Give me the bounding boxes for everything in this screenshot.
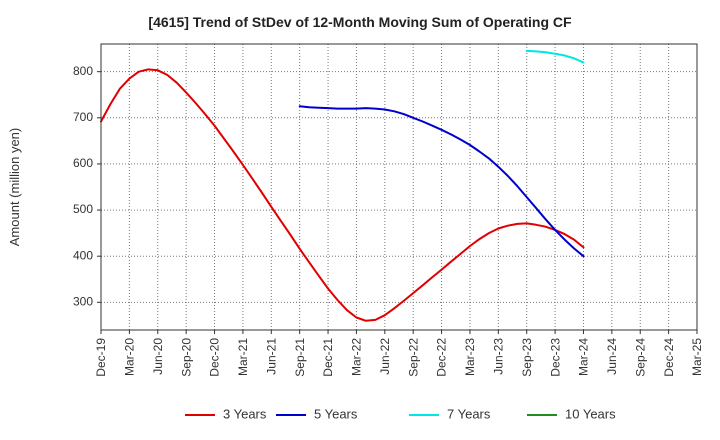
- y-tick-label: 500: [73, 202, 93, 216]
- x-tick-label: Dec-19: [94, 338, 108, 377]
- x-tick-label: Sep-23: [520, 338, 534, 377]
- y-tick-label: 600: [73, 156, 93, 170]
- x-tick-label: Sep-21: [293, 338, 307, 377]
- x-tick-label: Jun-22: [378, 338, 392, 375]
- x-tick-label: Mar-22: [350, 338, 364, 376]
- x-tick-label: Mar-23: [463, 338, 477, 376]
- x-tick-label: Dec-21: [321, 338, 335, 377]
- y-tick-label: 700: [73, 110, 93, 124]
- y-tick-label: 400: [73, 248, 93, 262]
- x-tick-label: Dec-24: [662, 338, 676, 377]
- x-tick-label: Sep-24: [633, 338, 647, 377]
- x-tick-label: Jun-20: [151, 338, 165, 375]
- legend-label: 7 Years: [447, 406, 491, 421]
- series-line-5-years: [298, 105, 585, 258]
- x-tick-label: Mar-20: [123, 338, 137, 376]
- x-tick-label: Dec-23: [548, 338, 562, 377]
- series-layer: [100, 49, 585, 322]
- legend: 3 Years 5 Years 7 Years 10 Years: [185, 406, 616, 421]
- x-tick-label: Mar-21: [236, 338, 250, 376]
- x-tick-label: Jun-21: [264, 338, 278, 375]
- legend-label: 10 Years: [565, 406, 616, 421]
- legend-label: 5 Years: [314, 406, 358, 421]
- series-line-3-years: [100, 68, 585, 322]
- x-tick-label: Sep-22: [406, 338, 420, 377]
- x-tick-label: Sep-20: [179, 338, 193, 377]
- x-tick-label: Dec-20: [208, 338, 222, 377]
- y-tick-label: 800: [73, 64, 93, 78]
- y-axis-label: Amount (million yen): [7, 128, 22, 247]
- x-tick-label: Jun-23: [492, 338, 506, 375]
- x-tick-label: Mar-24: [577, 338, 591, 376]
- x-tick-label: Dec-22: [435, 338, 449, 377]
- grid-layer: [100, 44, 698, 330]
- legend-label: 3 Years: [223, 406, 267, 421]
- x-tick-label: Jun-24: [605, 338, 619, 375]
- axis-layer: Dec-19 Mar-20 Jun-20 Sep-20 Dec-20 Mar-21 Jun-…: [73, 64, 704, 377]
- x-tick-label: Mar-25: [690, 338, 704, 376]
- series-line-7-years: [525, 49, 585, 64]
- plot-frame: [100, 43, 698, 331]
- chart-title: [4615] Trend of StDev of 12-Month Moving…: [148, 14, 572, 30]
- y-tick-label: 300: [73, 294, 93, 308]
